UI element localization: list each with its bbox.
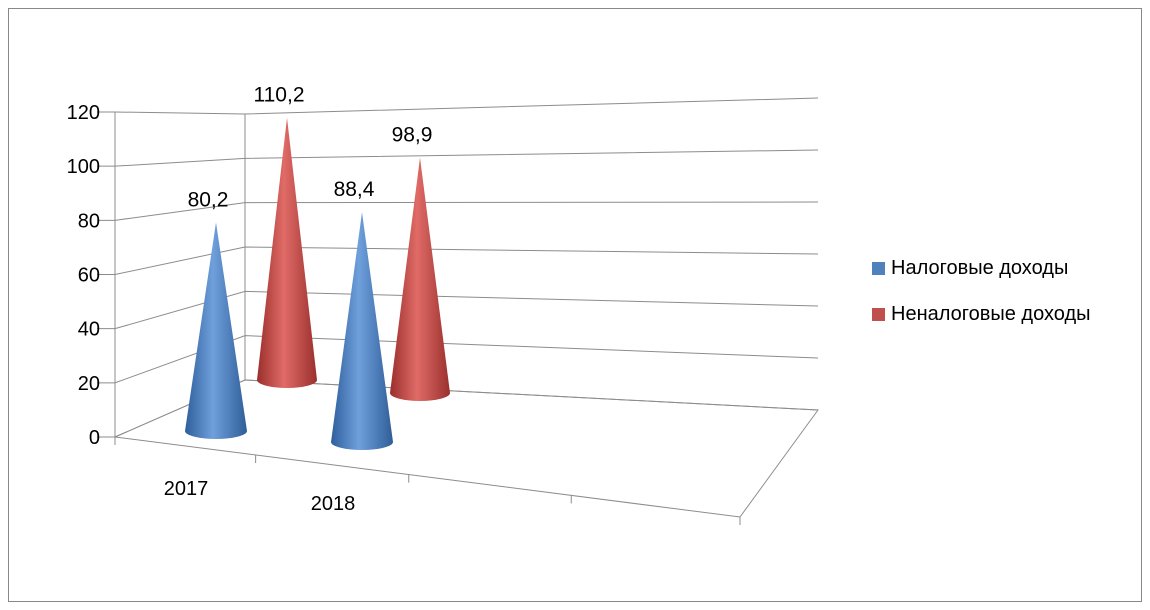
legend-swatch-tax bbox=[872, 261, 885, 275]
y-tick-label: 120 bbox=[67, 102, 100, 124]
cone-tax bbox=[331, 212, 393, 450]
cone-nontax bbox=[390, 157, 450, 401]
x-category-label: 2018 bbox=[311, 493, 356, 515]
legend-item-tax: Налоговые доходы bbox=[872, 256, 1090, 280]
data-label-nontax: 98,9 bbox=[392, 124, 433, 147]
legend-label-tax: Налоговые доходы bbox=[891, 256, 1069, 279]
gridline bbox=[97, 246, 819, 275]
data-label-tax: 80,2 bbox=[188, 188, 229, 211]
data-label-nontax: 110,2 bbox=[254, 84, 305, 107]
gridline bbox=[97, 290, 819, 330]
legend-swatch-nontax bbox=[872, 307, 885, 321]
y-tick-label: 40 bbox=[78, 319, 100, 341]
y-tick-label: 60 bbox=[78, 265, 100, 287]
gridline bbox=[97, 97, 819, 115]
cone-nontax bbox=[257, 117, 317, 388]
legend-label-nontax: Неналоговые доходы bbox=[891, 302, 1091, 325]
gridline bbox=[97, 149, 819, 167]
data-label-tax: 88,4 bbox=[334, 178, 375, 201]
legend: Налоговые доходы Неналоговые доходы bbox=[872, 256, 1090, 348]
x-category-label: 2017 bbox=[164, 478, 209, 500]
y-tick-label: 80 bbox=[78, 210, 100, 232]
cone-tax bbox=[185, 222, 247, 439]
gridline bbox=[97, 335, 819, 384]
gridline bbox=[97, 201, 819, 221]
y-tick-label: 20 bbox=[78, 373, 100, 395]
y-tick-label: 100 bbox=[67, 156, 100, 178]
legend-item-nontax: Неналоговые доходы bbox=[872, 302, 1090, 326]
y-tick-label: 0 bbox=[89, 427, 100, 449]
